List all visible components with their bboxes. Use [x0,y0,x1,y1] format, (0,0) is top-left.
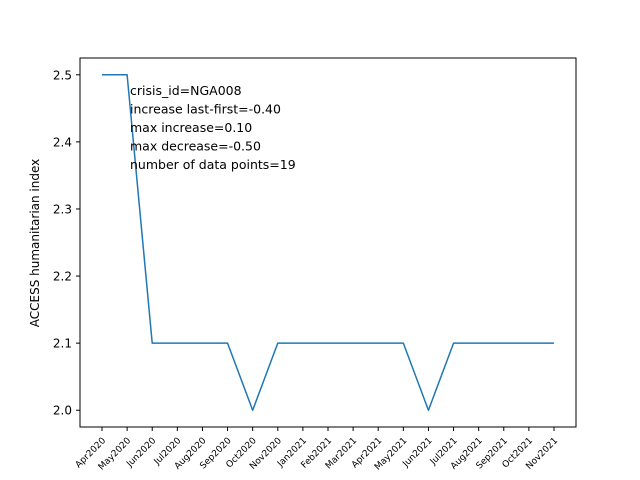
y-tick-label: 2.5 [53,68,72,82]
annotation-line: increase last-first=-0.40 [130,102,281,117]
annotation-line: max increase=0.10 [130,120,252,135]
y-tick-label: 2.2 [53,270,72,284]
annotation-line: max decrease=-0.50 [130,139,261,154]
y-axis-label: ACCESS humanitarian index [28,159,42,328]
y-tick-label: 2.0 [53,404,72,418]
data-line [102,74,554,411]
y-tick-label: 2.3 [53,202,72,216]
y-tick-label: 2.4 [53,135,72,149]
y-tick-label: 2.1 [53,337,72,351]
annotation-line: number of data points=19 [130,157,296,172]
annotation-line: crisis_id=NGA008 [130,83,242,98]
